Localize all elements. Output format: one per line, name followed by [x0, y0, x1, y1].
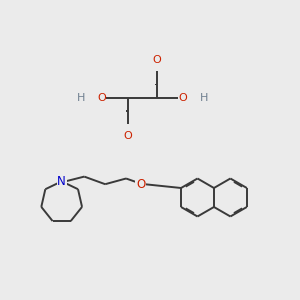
- Text: O: O: [124, 131, 133, 141]
- Text: O: O: [97, 93, 106, 103]
- Text: H: H: [76, 93, 85, 103]
- Text: O: O: [179, 93, 188, 103]
- Text: O: O: [152, 55, 161, 65]
- Text: O: O: [136, 178, 145, 191]
- Text: O: O: [136, 178, 145, 191]
- Text: N: N: [57, 175, 66, 188]
- Text: H: H: [200, 93, 208, 103]
